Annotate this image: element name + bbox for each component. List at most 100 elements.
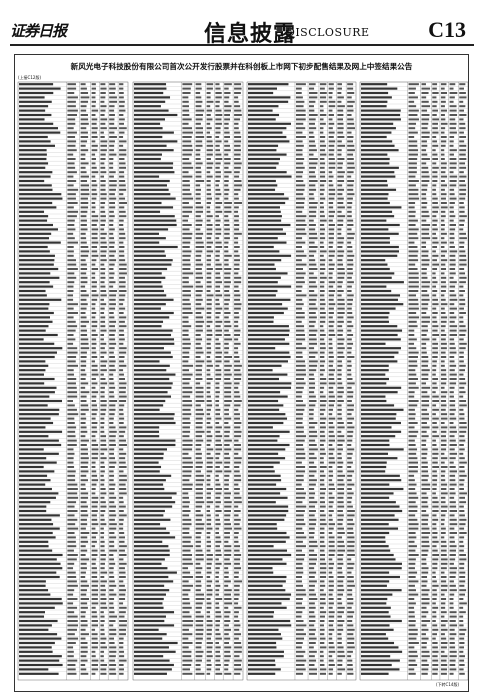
- cell-text: [361, 360, 398, 363]
- cell-text: [337, 184, 343, 187]
- cell-text: [440, 272, 445, 275]
- cell-text: [421, 175, 430, 178]
- cell-text: [440, 527, 446, 530]
- cell-text: [459, 532, 467, 534]
- cell-text: [337, 356, 345, 358]
- cell-text: [109, 347, 115, 350]
- cell-text: [182, 400, 192, 402]
- cell-text: [67, 417, 75, 420]
- cell-text: [119, 628, 127, 631]
- cell-text: [319, 571, 327, 574]
- cell-text: [215, 408, 221, 411]
- cell-text: [215, 131, 221, 134]
- cell-text: [91, 562, 96, 565]
- cell-text: [182, 175, 193, 178]
- cell-text: [347, 488, 352, 490]
- cell-text: [440, 580, 447, 583]
- cell-text: [337, 215, 346, 218]
- cell-text: [91, 215, 99, 218]
- cell-text: [459, 127, 466, 130]
- cell-text: [432, 598, 437, 600]
- cell-text: [119, 536, 126, 539]
- cell-text: [328, 87, 334, 90]
- cell-text: [295, 624, 307, 627]
- cell-text: [361, 496, 390, 499]
- cell-text: [408, 483, 417, 486]
- cell-text: [206, 474, 211, 477]
- cell-text: [248, 518, 285, 521]
- cell-text: [421, 105, 431, 108]
- cell-text: [459, 109, 464, 112]
- cell-text: [328, 153, 334, 156]
- cell-text: [80, 307, 87, 310]
- cell-text: [215, 241, 222, 244]
- cell-text: [295, 153, 303, 156]
- cell-text: [224, 439, 232, 442]
- cell-text: [337, 290, 344, 292]
- cell-text: [440, 263, 446, 266]
- cell-text: [361, 452, 389, 455]
- cell-text: [440, 422, 445, 424]
- cell-text: [408, 356, 418, 358]
- cell-text: [206, 237, 212, 240]
- cell-text: [100, 413, 106, 416]
- cell-text: [100, 100, 105, 103]
- cell-text: [119, 611, 126, 614]
- cell-text: [319, 589, 324, 592]
- cell-text: [206, 263, 211, 266]
- cell-text: [206, 290, 211, 292]
- cell-text: [309, 457, 317, 460]
- cell-text: [234, 241, 239, 244]
- cell-text: [67, 422, 75, 424]
- cell-text: [195, 668, 201, 671]
- cell-text: [100, 615, 105, 618]
- cell-text: [432, 92, 439, 94]
- cell-text: [234, 303, 242, 306]
- cell-text: [319, 386, 325, 389]
- cell-text: [100, 228, 105, 231]
- cell-text: [109, 162, 114, 165]
- cell-text: [134, 135, 163, 139]
- cell-text: [295, 298, 303, 301]
- cell-text: [67, 96, 78, 99]
- cell-text: [182, 628, 189, 631]
- cell-text: [19, 206, 57, 209]
- cell-text: [67, 492, 78, 495]
- cell-text: [215, 166, 220, 169]
- cell-text: [440, 461, 445, 464]
- cell-text: [347, 100, 355, 103]
- cell-text: [408, 325, 418, 328]
- cell-text: [224, 523, 232, 526]
- cell-text: [295, 391, 303, 394]
- cell-text: [100, 259, 107, 262]
- cell-text: [215, 470, 223, 473]
- cell-text: [328, 492, 333, 495]
- cell-text: [182, 567, 189, 570]
- cell-text: [206, 562, 212, 565]
- cell-text: [319, 290, 325, 292]
- cell-text: [347, 105, 354, 108]
- cell-text: [195, 659, 202, 662]
- cell-text: [206, 536, 211, 539]
- cell-text: [440, 298, 446, 301]
- cell-text: [234, 162, 242, 165]
- cell-text: [182, 496, 189, 499]
- cell-text: [432, 105, 437, 108]
- cell-text: [295, 602, 303, 605]
- cell-text: [109, 571, 114, 574]
- cell-text: [408, 395, 415, 398]
- cell-text: [91, 144, 98, 147]
- cell-text: [459, 395, 464, 398]
- cell-text: [459, 417, 465, 420]
- cell-text: [309, 298, 317, 301]
- cell-text: [100, 272, 106, 275]
- cell-text: [234, 342, 241, 345]
- cell-text: [319, 611, 327, 614]
- cell-text: [361, 672, 389, 675]
- cell-text: [234, 628, 240, 631]
- cell-text: [215, 386, 220, 389]
- cell-text: [206, 334, 213, 336]
- cell-text: [328, 452, 334, 455]
- cell-text: [421, 413, 429, 416]
- cell-text: [182, 633, 193, 636]
